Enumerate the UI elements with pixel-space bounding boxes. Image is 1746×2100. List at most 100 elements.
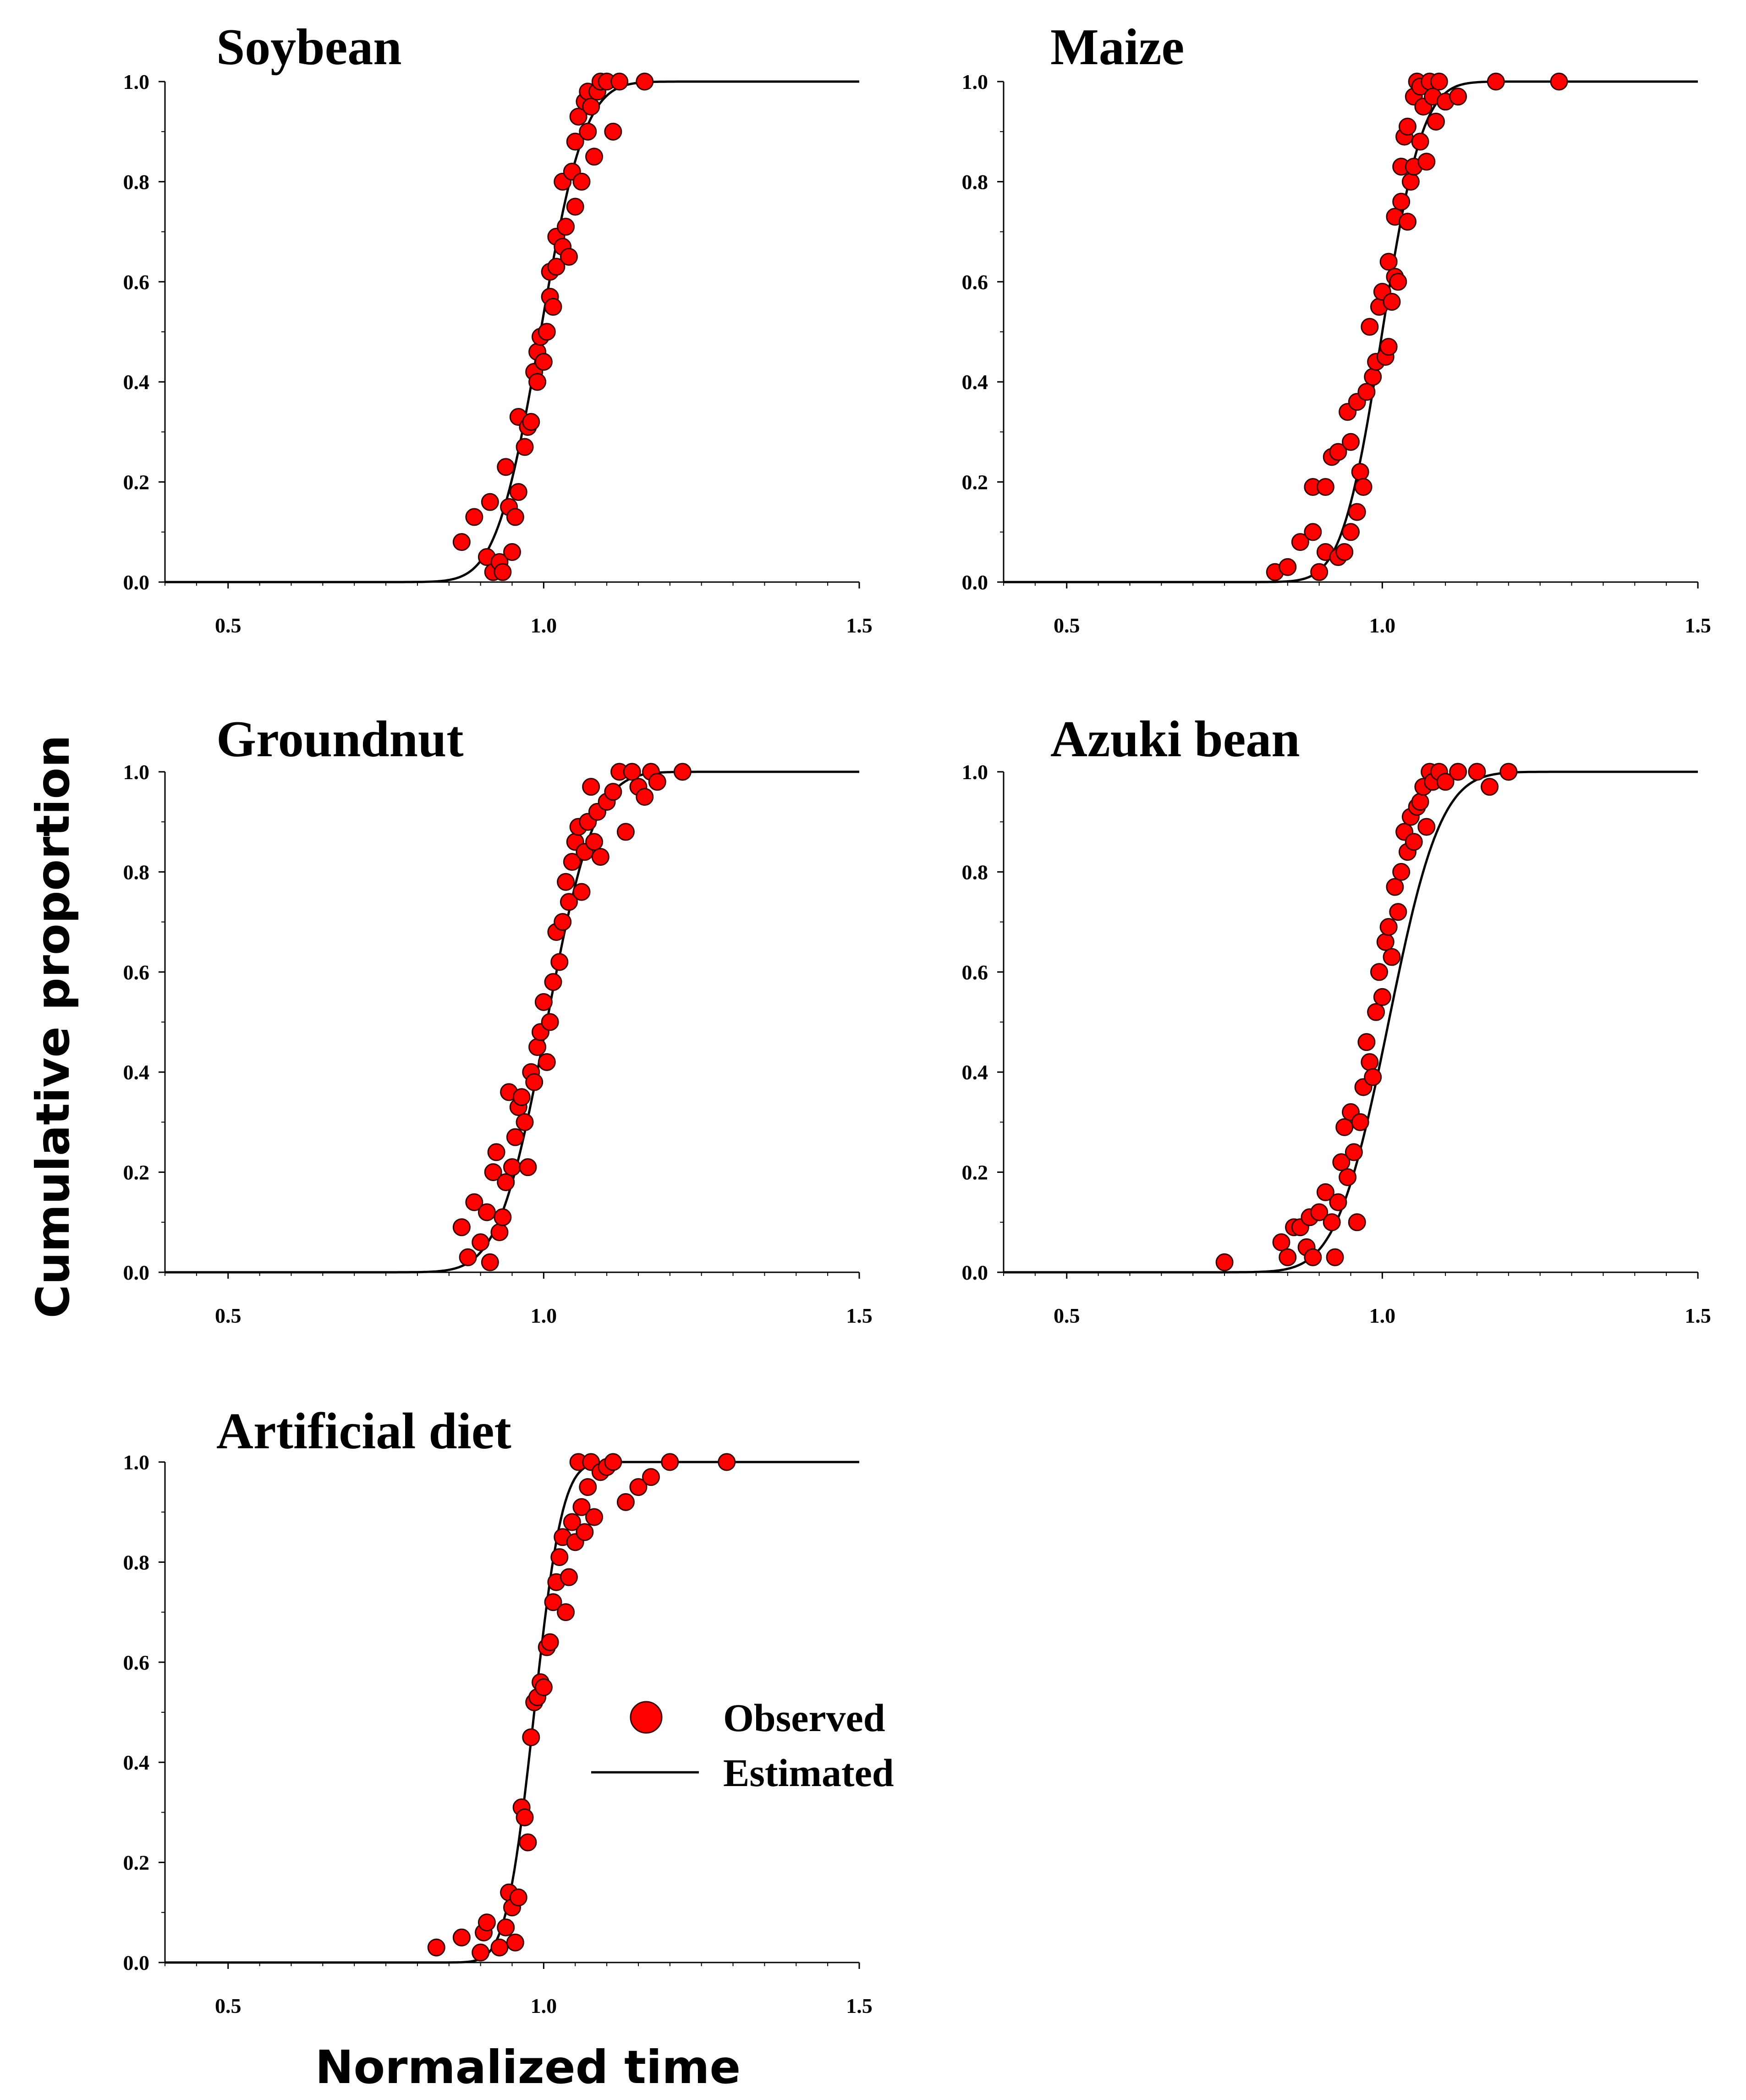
y-tick-label: 0.8 [123, 1550, 150, 1574]
observed-point [566, 132, 584, 151]
observed-point [516, 1808, 534, 1826]
observed-point [560, 1568, 578, 1586]
observed-point [1383, 948, 1401, 966]
observed-point [516, 438, 534, 456]
panel-soybean: Soybean 0.0 0.2 0.4 0.6 0.8 1.0 0.5 1.0 1.5 [123, 19, 873, 637]
observed-point [1345, 1143, 1363, 1161]
observed-point [585, 148, 604, 166]
observed-point [1379, 253, 1398, 271]
y-tick-label: 1.0 [962, 760, 988, 784]
observed-point [616, 823, 635, 841]
observed-point [1373, 988, 1391, 1006]
observed-point [1550, 72, 1568, 91]
observed-point [1386, 878, 1404, 896]
estimated-curve [165, 1461, 859, 1964]
observed-point [636, 72, 654, 91]
y-tick-label: 0.8 [123, 860, 150, 884]
observed-point [1411, 793, 1429, 811]
observed-point [541, 1633, 559, 1651]
legend-estimated-label: Estimated [723, 1751, 894, 1795]
observed-point [1436, 773, 1455, 791]
panel-maize: Maize 0.0 0.2 0.4 0.6 0.8 1.0 0.5 1.0 1.5 [962, 19, 1711, 637]
y-axis-title: Cumulative proportion [26, 735, 80, 1319]
observed-point [490, 1223, 509, 1242]
y-tick-label: 0.0 [962, 1261, 988, 1284]
observed-point [642, 1468, 660, 1486]
estimated-curve [1004, 80, 1698, 583]
observed-point [572, 172, 591, 191]
observed-point [481, 1253, 499, 1271]
y-tick-label: 0.4 [123, 1061, 150, 1084]
observed-point [1379, 918, 1398, 936]
observed-point [522, 1728, 540, 1747]
y-tick-label: 0.6 [123, 270, 150, 294]
observed-point [465, 508, 483, 526]
y-tick-label: 0.4 [123, 1751, 150, 1774]
observed-point [1383, 292, 1401, 311]
legend-observed-marker [630, 1701, 663, 1734]
observed-point [1323, 1213, 1341, 1231]
panel-artificial-diet: Artificial diet 0.0 0.2 0.4 0.6 0.8 1.0 0.5 1.0… [123, 1403, 873, 2018]
observed-point [1339, 1168, 1357, 1187]
observed-point [1392, 192, 1411, 211]
observed-point [465, 1193, 483, 1211]
y-tick-label: 0.2 [962, 471, 988, 494]
y-tick-label: 0.8 [962, 860, 988, 884]
observed-point [550, 1548, 569, 1566]
observed-point [560, 247, 578, 266]
observed-point [1389, 273, 1407, 291]
observed-point [1272, 1233, 1290, 1251]
observed-point [1449, 763, 1467, 781]
x-tick-label: 1.0 [1369, 1304, 1396, 1327]
panel-title-groundnut: Groundnut [216, 711, 464, 768]
observed-point [1361, 318, 1379, 336]
observed-point [1411, 132, 1429, 151]
panel-groundnut: Groundnut 0.0 0.2 0.4 0.6 0.8 1.0 0.5 1.0 1.5 [123, 711, 873, 1327]
observed-point [544, 297, 562, 316]
observed-point [478, 1913, 496, 1932]
observed-point [1354, 478, 1373, 496]
observed-point [585, 1508, 604, 1526]
observed-point [1316, 478, 1334, 496]
observed-point [534, 993, 553, 1011]
observed-point [557, 1603, 575, 1622]
observed-point [1310, 1203, 1329, 1221]
x-tick-label: 1.5 [846, 1994, 873, 2018]
observed-point [673, 763, 692, 781]
y-tick-label: 1.0 [123, 70, 150, 93]
estimated-curve [1004, 770, 1698, 1274]
observed-point [1389, 903, 1407, 921]
observed-point [1357, 1033, 1376, 1051]
observed-point [582, 98, 600, 116]
observed-point [1291, 533, 1309, 551]
observed-point [1215, 1253, 1234, 1271]
observed-point [718, 1453, 736, 1471]
observed-point [497, 1919, 515, 1937]
observed-point [566, 198, 584, 216]
observed-point [1279, 1248, 1297, 1266]
observed-point [1405, 833, 1423, 851]
observed-point [497, 1173, 515, 1191]
observed-point [648, 773, 666, 791]
observed-point [1348, 1213, 1366, 1231]
x-tick-label: 1.5 [1685, 1304, 1711, 1327]
observed-point [563, 1513, 581, 1531]
observed-point [591, 848, 609, 866]
observed-point [1401, 172, 1420, 191]
observed-point [519, 1833, 537, 1852]
observed-point [560, 893, 578, 911]
observed-point [472, 1943, 490, 1962]
observed-point [1351, 463, 1369, 481]
x-tick-label: 1.5 [1685, 614, 1711, 637]
y-tick-label: 0.2 [962, 1161, 988, 1184]
observed-point [472, 1233, 490, 1251]
observed-point [610, 72, 629, 91]
observed-point [509, 1888, 527, 1907]
observed-point [585, 833, 604, 851]
observed-point [506, 508, 524, 526]
x-tick-label: 0.5 [215, 614, 242, 637]
observed-point [484, 1163, 502, 1182]
observed-point [506, 1128, 524, 1146]
y-tick-label: 0.2 [123, 1851, 150, 1875]
tick-group: 0.0 0.2 0.4 0.6 0.8 1.0 0.5 1.0 1.5 [962, 70, 1711, 637]
